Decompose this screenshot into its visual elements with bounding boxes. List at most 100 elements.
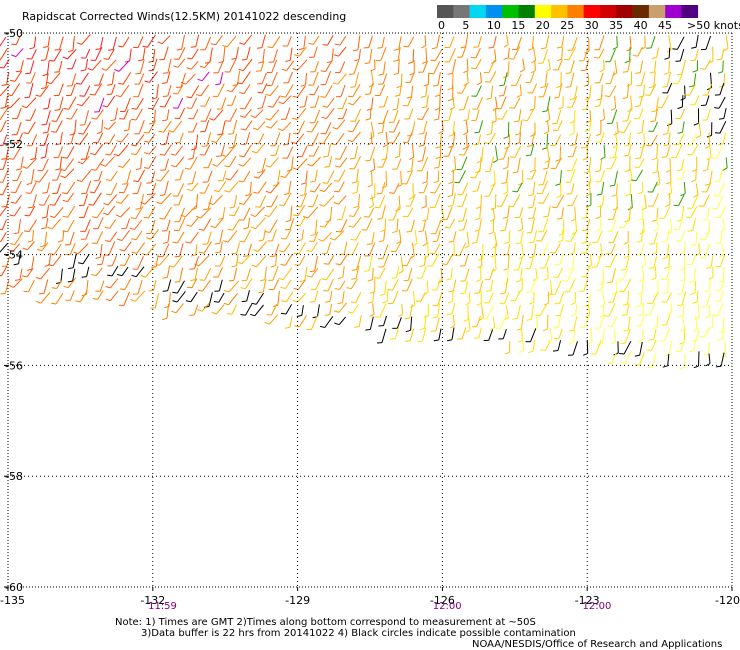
wind-barb [423, 182, 429, 193]
wind-barb [421, 156, 429, 172]
wind-barb [588, 180, 591, 195]
wind-barb-feather [258, 61, 264, 64]
wind-barb-feather [49, 204, 55, 206]
wind-barb-feather [460, 46, 466, 49]
wind-barb [135, 230, 143, 241]
wind-barb [41, 242, 49, 251]
wind-barb-feather [172, 291, 178, 294]
wind-barb [285, 84, 294, 98]
wind-barb [222, 46, 226, 62]
wind-barb-feather [15, 168, 21, 171]
wind-barb [353, 216, 362, 228]
wind-barb-feather [330, 143, 337, 146]
wind-barb [259, 195, 267, 208]
wind-barb [466, 71, 469, 84]
wind-barb-feather [240, 287, 246, 290]
wind-barb-feather [89, 93, 95, 96]
wind-barb [28, 279, 35, 292]
wind-barb-feather [129, 227, 135, 230]
wind-barb-feather [518, 255, 524, 259]
wind-barb-feather [441, 263, 447, 266]
wind-barb [385, 131, 388, 145]
wind-barb-feather [25, 192, 31, 194]
wind-barb [135, 134, 145, 147]
wind-barb [301, 305, 304, 316]
wind-barb [191, 278, 198, 289]
wind-barb-feather [76, 103, 83, 107]
wind-barb [14, 70, 23, 82]
grid-lines [8, 33, 732, 587]
wind-barb-feather [666, 181, 672, 185]
wind-barb [400, 170, 402, 185]
wind-barb-feather [306, 275, 312, 278]
wind-barb-feather [320, 70, 326, 72]
wind-barb-feather [570, 218, 576, 222]
wind-barb [298, 315, 308, 328]
wind-barb [478, 280, 484, 294]
wind-barb [575, 304, 578, 315]
wind-barb [589, 119, 592, 131]
wind-barb-feather [645, 94, 651, 96]
wind-barb [612, 231, 619, 243]
wind-barb [99, 243, 103, 258]
wind-barb-feather [121, 183, 127, 185]
wind-barb [400, 256, 404, 272]
wind-barb-feather [708, 276, 714, 280]
wind-barb [561, 207, 564, 219]
wind-barb [142, 47, 146, 60]
wind-barb-feather [365, 118, 371, 121]
wind-barb [31, 49, 37, 60]
wind-barb [669, 182, 673, 193]
wind-barb [476, 315, 481, 327]
wind-barb [518, 109, 522, 121]
wind-barb-feather [319, 325, 325, 328]
wind-barb-feather [8, 158, 14, 160]
wind-barb [526, 109, 534, 121]
wind-barb [95, 109, 104, 120]
wind-barb-feather [40, 156, 46, 159]
wind-barb [220, 144, 225, 157]
wind-barb [282, 121, 292, 132]
wind-barb-feather [715, 216, 721, 219]
wind-barb-feather [259, 279, 266, 282]
wind-barb [478, 327, 482, 338]
wind-barb-feather [529, 108, 535, 111]
wind-barb-feather [162, 290, 168, 292]
wind-barb-feather [238, 68, 244, 72]
wind-barb-feather [597, 254, 603, 259]
wind-barb-feather [258, 239, 264, 242]
wind-barb [587, 292, 592, 307]
wind-barb [681, 206, 685, 221]
wind-barb [462, 207, 467, 221]
wind-barb [573, 316, 578, 331]
wind-barb [641, 266, 645, 279]
wind-barb [570, 72, 575, 87]
wind-barb [45, 110, 51, 125]
wind-barb [705, 292, 712, 307]
wind-barb-feather [117, 45, 123, 48]
wind-barb-feather [517, 228, 523, 232]
wind-barb [298, 255, 306, 266]
wind-barb [451, 327, 455, 340]
wind-barb [62, 230, 65, 241]
wind-barb [79, 290, 88, 303]
wind-barb [270, 194, 279, 208]
wind-barb-feather [222, 44, 228, 48]
wind-barb [137, 83, 144, 97]
wind-barb [704, 243, 710, 258]
wind-barb [135, 108, 143, 121]
wind-barb [670, 109, 673, 124]
wind-barb [440, 205, 445, 220]
wind-barb-feather [238, 219, 244, 221]
wind-barb [18, 219, 21, 233]
wind-barb [2, 157, 8, 170]
wind-barb [30, 182, 37, 194]
wind-barb [542, 242, 549, 255]
wind-barb-feather [186, 67, 192, 70]
wind-barb [317, 304, 320, 317]
wind-barb [352, 119, 360, 132]
wind-barb [335, 132, 345, 145]
wind-barb [231, 83, 239, 93]
wind-barb-feather [264, 214, 270, 217]
wind-barb-feather [648, 86, 654, 89]
